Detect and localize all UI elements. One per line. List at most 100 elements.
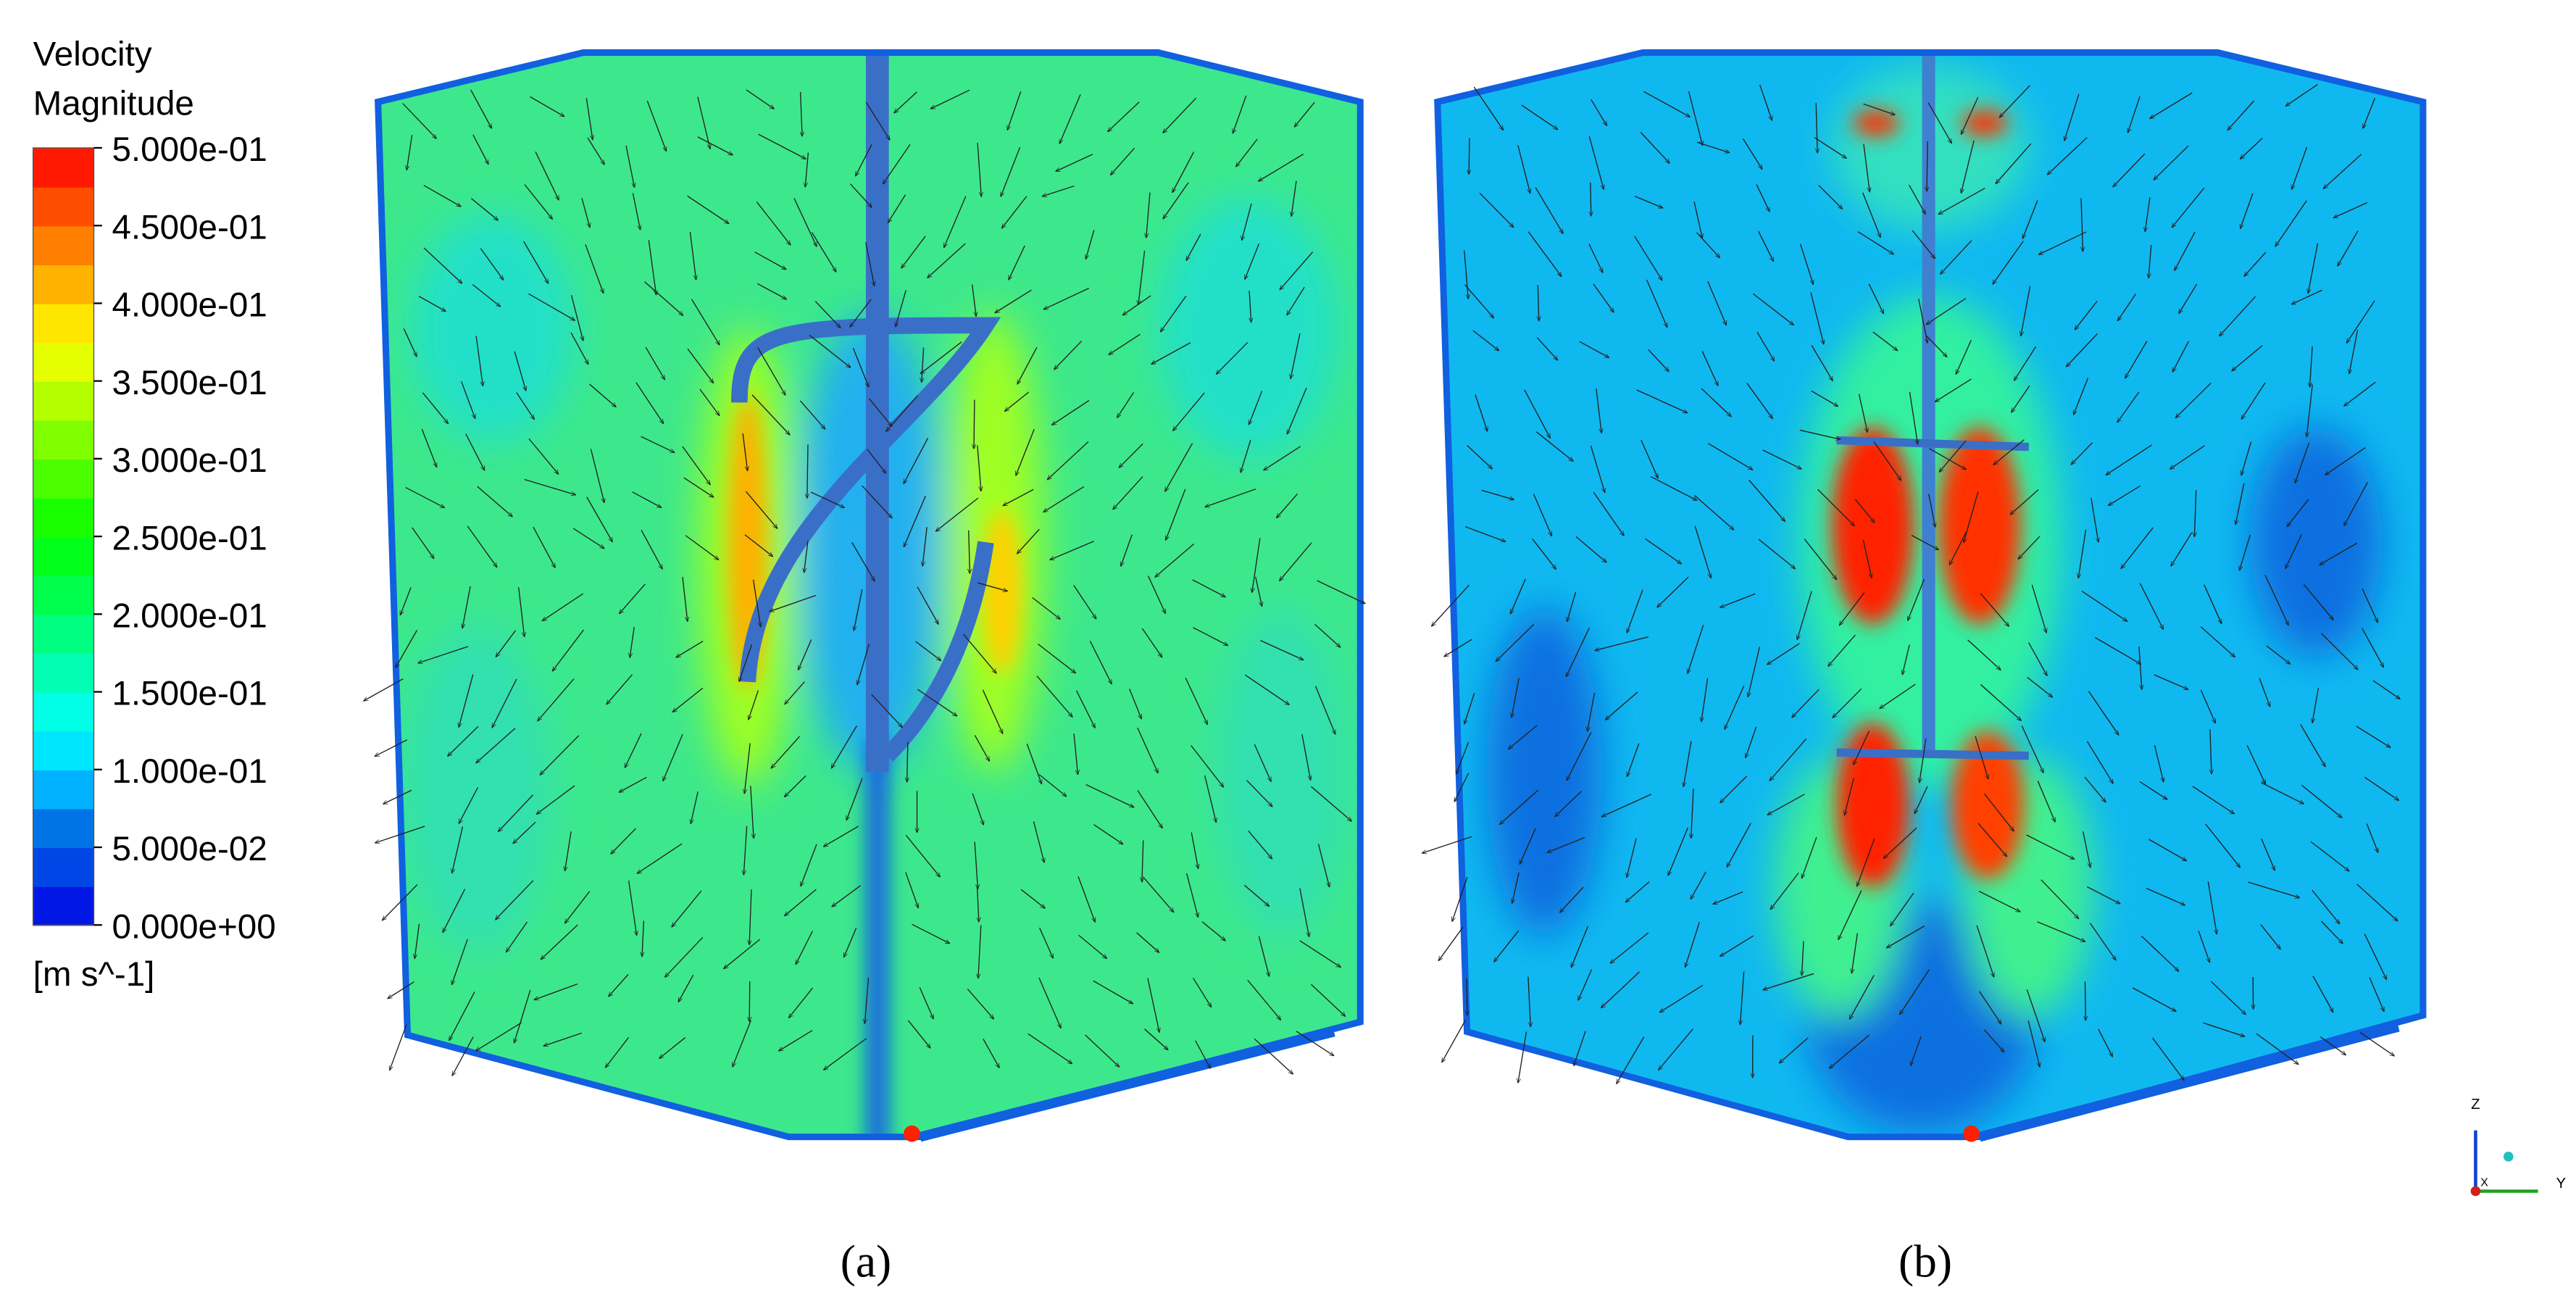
velocity-arrow [1720, 935, 1754, 956]
velocity-arrow [1033, 821, 1044, 862]
tick-label: 0.000e+00 [112, 907, 275, 946]
velocity-arrow [1301, 734, 1311, 780]
velocity-arrow [542, 593, 584, 621]
velocity-arrow [805, 152, 809, 187]
velocity-arrow [461, 381, 475, 418]
velocity-arrow [1688, 624, 1704, 673]
velocity-arrow [1521, 104, 1558, 130]
velocity-arrow [2261, 838, 2275, 870]
velocity-arrow [476, 728, 516, 763]
velocity-arrow [2086, 886, 2120, 904]
velocity-arrow [1077, 876, 1095, 922]
velocity-arrow [793, 198, 817, 246]
velocity-arrow [846, 778, 863, 820]
velocity-arrow [1042, 186, 1075, 196]
velocity-arrow [689, 231, 696, 280]
velocity-arrow [1814, 137, 1846, 158]
velocity-arrow [1694, 494, 1733, 529]
velocity-arrow [1438, 926, 1464, 960]
velocity-arrow [572, 528, 604, 549]
velocity-arrow [676, 641, 704, 657]
velocity-arrow [2325, 447, 2366, 475]
velocity-arrow [630, 626, 635, 657]
velocity-arrow [422, 392, 448, 424]
tick-label: 1.500e-01 [112, 675, 267, 713]
velocity-arrow [421, 428, 436, 467]
velocity-arrow [983, 1039, 999, 1068]
velocity-arrow [1205, 488, 1256, 507]
velocity-arrow [2333, 201, 2368, 217]
velocity-arrow [1422, 836, 1472, 853]
velocity-arrow [917, 586, 938, 624]
velocity-arrow [1983, 793, 2014, 831]
velocity-arrow [1804, 539, 1836, 580]
velocity-arrow [789, 987, 813, 1018]
velocity-arrow [912, 923, 950, 943]
velocity-arrow [862, 485, 892, 518]
velocity-arrow [2232, 345, 2263, 371]
velocity-arrow [683, 477, 714, 497]
velocity-arrow [609, 973, 629, 996]
velocity-arrow [1185, 873, 1199, 917]
velocity-arrow [375, 826, 425, 843]
velocity-arrow [1512, 678, 1520, 717]
velocity-arrow [1299, 940, 1341, 968]
velocity-arrow [2091, 497, 2098, 542]
color-band [33, 264, 94, 304]
velocity-arrow [1799, 429, 1841, 439]
velocity-arrow [412, 527, 434, 559]
velocity-arrow [1748, 479, 1785, 521]
velocity-arrow [2121, 527, 2154, 568]
velocity-arrow [904, 438, 929, 484]
velocity-arrow [1961, 140, 1975, 193]
velocity-arrow [581, 198, 590, 227]
velocity-arrow [2175, 382, 2212, 417]
velocity-arrow [672, 687, 704, 712]
velocity-arrow [750, 786, 754, 838]
velocity-arrow [1517, 145, 1530, 194]
velocity-arrow [1007, 91, 1022, 130]
velocity-arrow [2071, 442, 2093, 465]
velocity-arrow [1713, 891, 1743, 904]
velocity-arrow [364, 678, 404, 701]
velocity-arrow [868, 398, 891, 426]
velocity-arrow [1683, 741, 1692, 787]
velocity-arrow [1762, 449, 1802, 469]
velocity-arrow [888, 194, 906, 223]
velocity-arrow [628, 880, 637, 936]
color-band [33, 497, 94, 538]
velocity-arrow [1026, 744, 1041, 783]
velocity-arrow [1195, 1040, 1211, 1068]
velocity-arrow [1956, 340, 1972, 374]
velocity-arrow [423, 247, 462, 283]
velocity-arrow [1073, 733, 1077, 774]
velocity-arrow [804, 541, 809, 573]
velocity-arrow [1236, 138, 1258, 167]
velocity-arrow [535, 151, 559, 199]
velocity-arrow [1660, 984, 1704, 1012]
velocity-arrow [977, 445, 981, 491]
velocity-arrow [1052, 399, 1090, 425]
velocity-arrow [1017, 528, 1040, 554]
velocity-arrow [1650, 475, 1697, 501]
velocity-arrow [1627, 838, 1637, 878]
velocity-arrow [1043, 486, 1085, 512]
velocity-arrow [1001, 146, 1021, 196]
velocity-arrow [2204, 584, 2222, 624]
velocity-arrow [1108, 101, 1140, 132]
velocity-arrow [1756, 331, 1775, 361]
velocity-arrow [1454, 773, 1470, 802]
velocity-arrow [1763, 973, 1814, 989]
velocity-arrow [538, 678, 575, 721]
velocity-arrow [1527, 231, 1561, 277]
velocity-arrow [1810, 292, 1824, 344]
velocity-arrow [449, 991, 475, 1040]
velocity-arrow [1059, 93, 1081, 144]
color-band [33, 614, 94, 654]
velocity-arrow [687, 348, 713, 383]
velocity-arrow [1509, 725, 1538, 749]
velocity-arrow [2148, 245, 2152, 278]
velocity-arrow [757, 347, 785, 395]
velocity-arrow [785, 681, 805, 704]
velocity-arrow [2125, 341, 2148, 378]
